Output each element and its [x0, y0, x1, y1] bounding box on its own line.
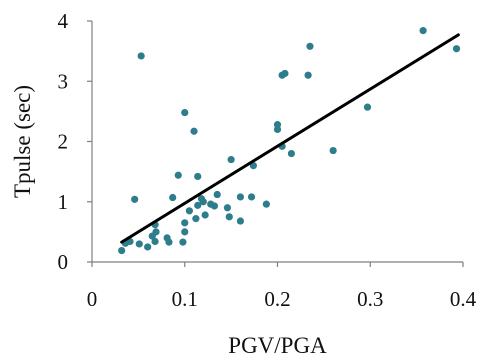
data-point	[194, 172, 202, 181]
data-point	[236, 193, 244, 201]
data-point	[452, 45, 461, 53]
y-tick-label: 0	[58, 250, 69, 274]
data-point	[192, 215, 200, 223]
y-tick-label: 4	[58, 9, 69, 33]
data-point	[152, 228, 160, 236]
data-point	[144, 243, 152, 251]
data-point	[306, 42, 314, 50]
data-point	[363, 103, 372, 111]
data-point	[225, 213, 233, 221]
data-point	[174, 171, 182, 179]
data-point	[223, 204, 232, 212]
data-point	[213, 190, 221, 199]
data-point	[304, 71, 312, 79]
data-point	[185, 207, 193, 215]
data-point	[181, 228, 189, 236]
data-point	[181, 219, 189, 227]
data-point	[199, 198, 207, 206]
x-axis-title: PGV/PGA	[228, 333, 327, 358]
data-point	[190, 127, 198, 135]
data-point	[131, 195, 139, 203]
x-tick-label: 0.3	[357, 287, 383, 311]
data-point	[169, 193, 177, 202]
data-point	[165, 238, 173, 246]
y-tick-label: 1	[58, 190, 69, 214]
data-point	[194, 201, 202, 209]
data-point	[262, 200, 270, 208]
x-tick-label: 0.2	[264, 287, 290, 311]
data-point	[181, 108, 189, 117]
y-tick-label: 3	[58, 69, 69, 93]
axis-tick-labels: 0 0.1 0.2 0.3 0.4 0 1 2 3 4	[58, 9, 477, 311]
y-axis-title: Tpulse (sec)	[10, 85, 35, 198]
trendline	[120, 33, 460, 244]
data-point	[287, 149, 296, 158]
x-tick-label: 0.4	[450, 287, 477, 311]
data-point	[151, 237, 159, 246]
data-point	[118, 246, 126, 255]
x-tick-label: 0	[87, 287, 98, 311]
data-point	[236, 217, 244, 225]
data-point	[281, 69, 289, 78]
axis-ticks	[87, 20, 464, 267]
data-point	[210, 202, 219, 210]
data-point	[247, 193, 256, 201]
data-point	[135, 240, 143, 248]
data-point	[227, 155, 235, 164]
data-point	[179, 238, 187, 246]
x-tick-label: 0.1	[172, 287, 198, 311]
data-point	[137, 52, 145, 60]
data-points	[118, 27, 461, 255]
data-point	[419, 27, 427, 35]
data-point	[329, 146, 337, 155]
y-tick-label: 2	[58, 130, 69, 154]
data-point	[201, 211, 209, 219]
data-point	[273, 125, 282, 134]
